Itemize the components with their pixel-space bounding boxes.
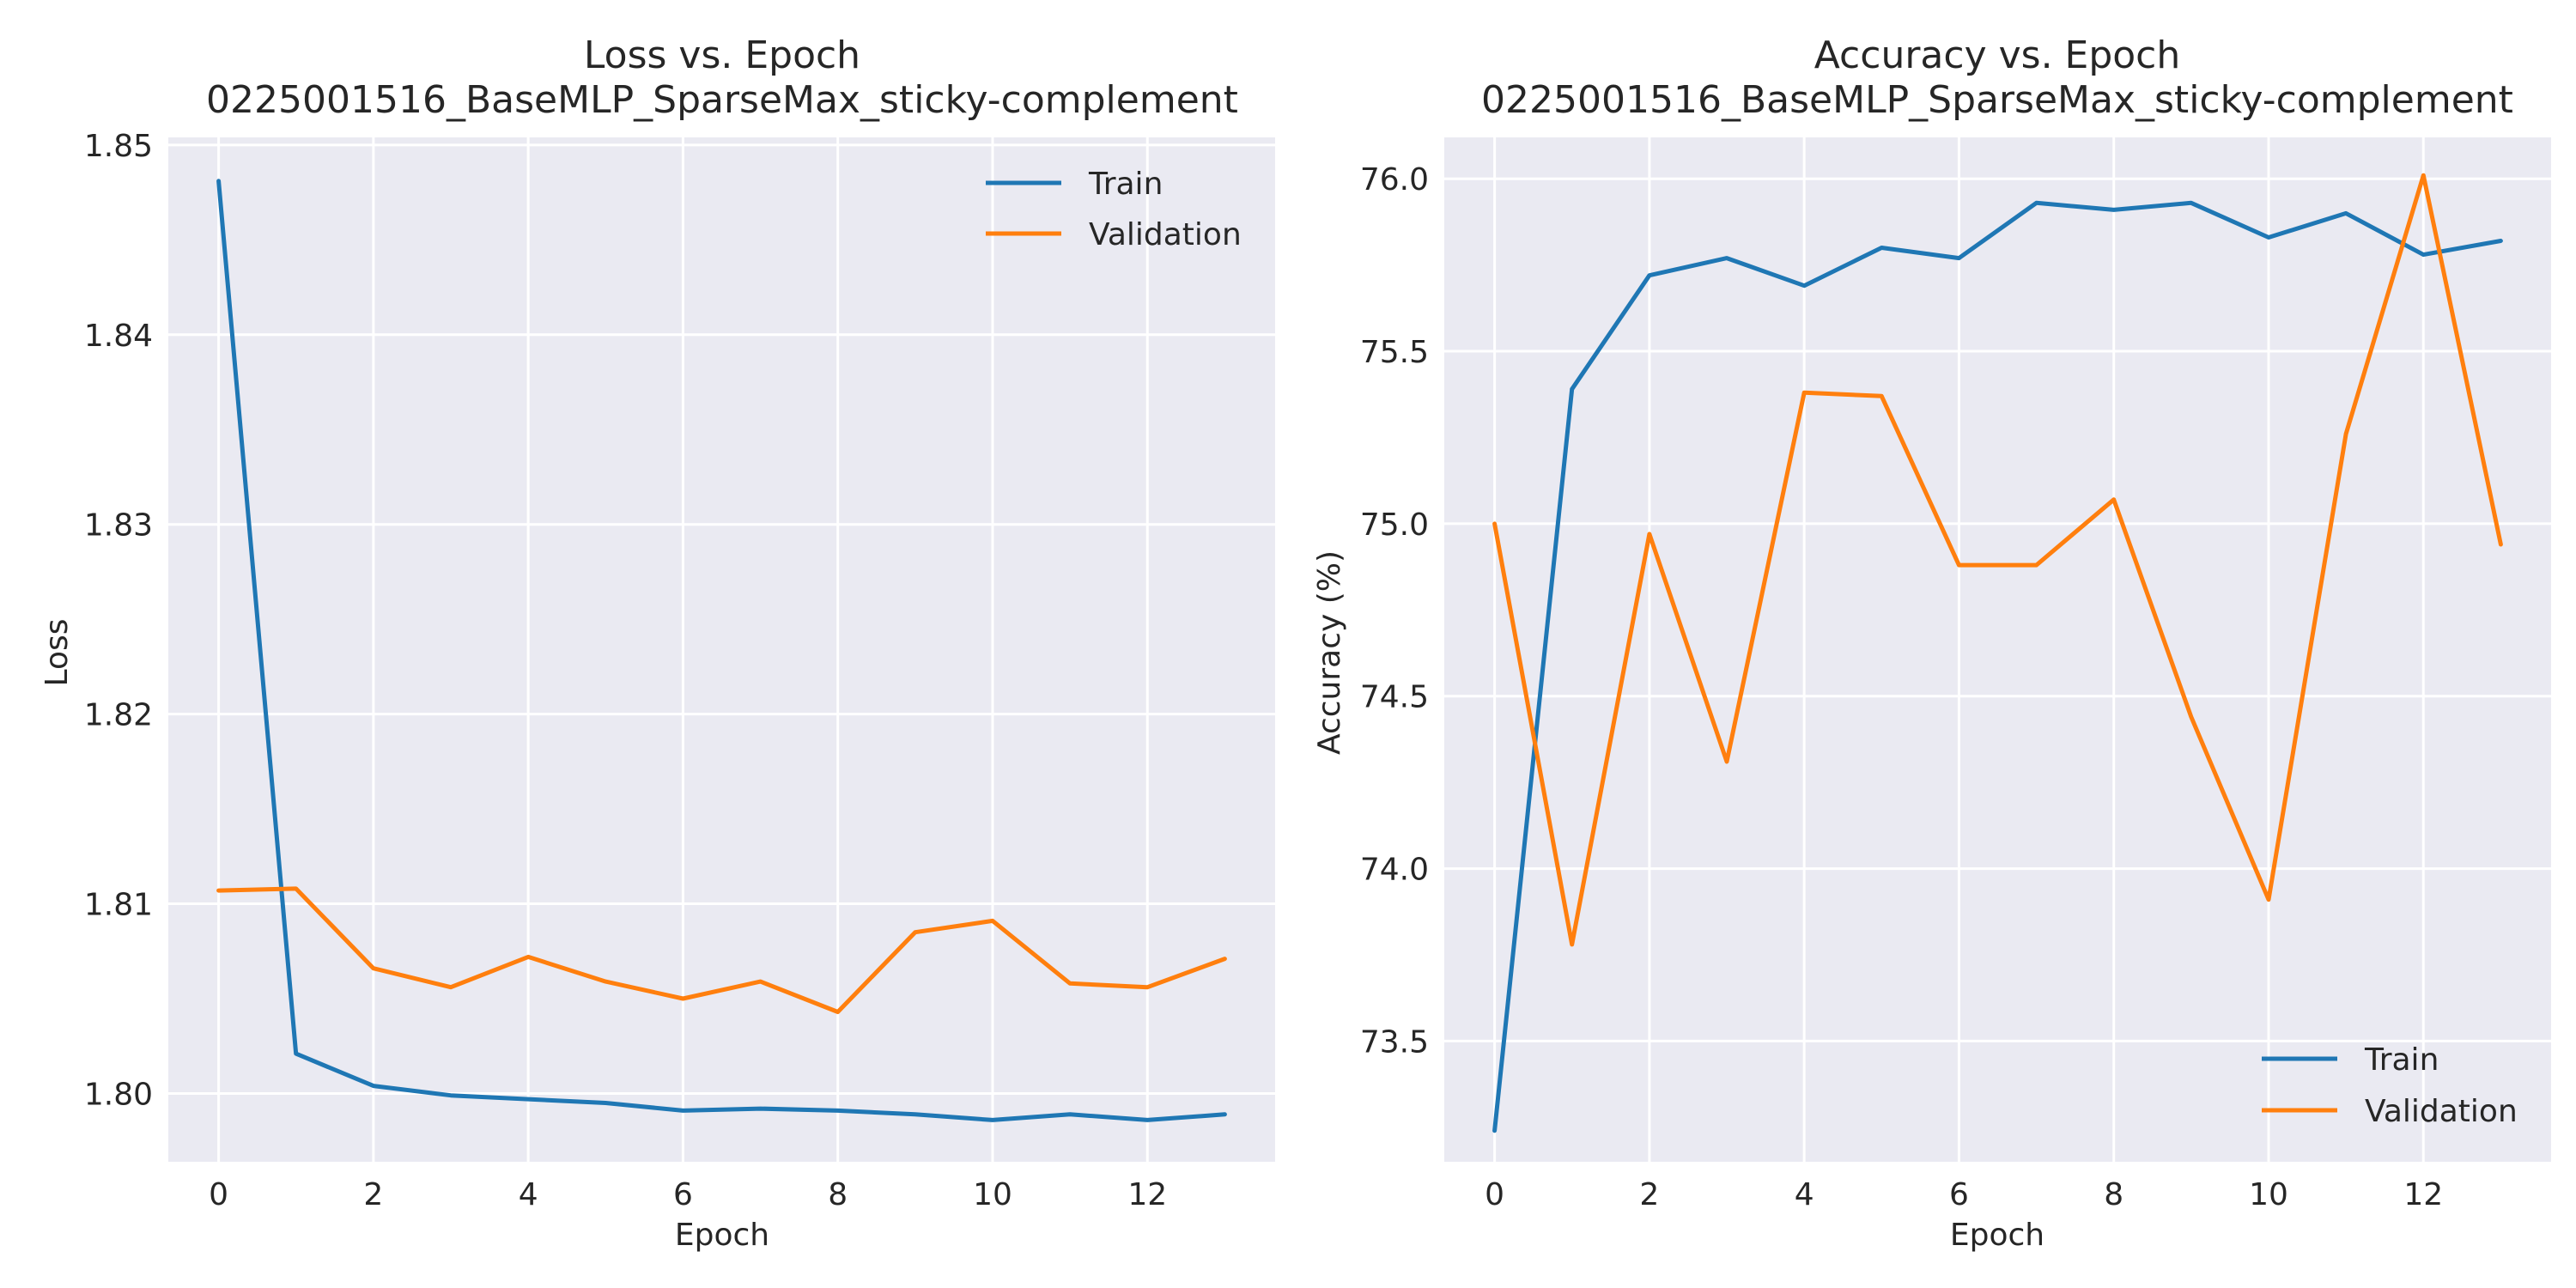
x-tick-label: 6 (1949, 1177, 1969, 1212)
y-tick-label: 73.5 (1360, 1024, 1429, 1060)
accuracy-y-ticks: 73.5 74.0 74.5 75.0 75.5 76.0 (1360, 162, 1429, 1060)
x-tick-label: 0 (209, 1177, 228, 1212)
accuracy-legend-validation-label: Validation (2365, 1094, 2518, 1129)
y-tick-label: 75.0 (1360, 507, 1429, 543)
accuracy-y-axis-label: Accuracy (%) (1312, 550, 1347, 755)
accuracy-grid (1444, 137, 2551, 1162)
accuracy-validation-line (1492, 173, 2503, 947)
x-tick-label: 8 (2104, 1177, 2123, 1212)
loss-y-axis-label: Loss (39, 619, 75, 687)
loss-legend: Train Validation (986, 167, 1242, 252)
accuracy-legend: Train Validation (2262, 1042, 2518, 1129)
x-tick-label: 2 (1639, 1177, 1659, 1212)
x-tick-label: 4 (519, 1177, 538, 1212)
y-tick-label: 1.81 (84, 888, 153, 923)
y-tick-label: 74.5 (1360, 680, 1429, 715)
x-tick-label: 12 (2403, 1177, 2443, 1212)
accuracy-chart-title: Accuracy vs. Epoch (1814, 33, 2181, 77)
loss-x-axis-label: Epoch (675, 1218, 769, 1253)
loss-chart: Loss vs. Epoch 0225001516_BaseMLP_Sparse… (39, 33, 1275, 1253)
loss-grid (168, 137, 1275, 1162)
loss-validation-line (216, 886, 1227, 1014)
y-tick-label: 74.0 (1360, 853, 1429, 888)
accuracy-plot-area (1444, 137, 2551, 1162)
accuracy-chart-subtitle: 0225001516_BaseMLP_SparseMax_sticky-comp… (1481, 78, 2513, 122)
loss-chart-title: Loss vs. Epoch (584, 33, 860, 77)
y-tick-label: 1.84 (84, 319, 153, 354)
y-tick-label: 76.0 (1360, 162, 1429, 197)
loss-legend-validation-label: Validation (1089, 217, 1242, 252)
x-tick-label: 12 (1127, 1177, 1167, 1212)
accuracy-x-ticks: 0 2 4 6 8 10 12 (1485, 1177, 2443, 1212)
x-tick-label: 6 (673, 1177, 693, 1212)
loss-plot-area (168, 137, 1275, 1162)
loss-y-ticks: 1.80 1.81 1.82 1.83 1.84 1.85 (84, 129, 153, 1113)
x-tick-label: 8 (828, 1177, 848, 1212)
y-tick-label: 1.83 (84, 508, 153, 544)
x-tick-label: 10 (2249, 1177, 2288, 1212)
y-tick-label: 75.5 (1360, 335, 1429, 370)
loss-chart-subtitle: 0225001516_BaseMLP_SparseMax_sticky-comp… (206, 78, 1238, 122)
accuracy-chart: Accuracy vs. Epoch 0225001516_BaseMLP_Sp… (1312, 33, 2551, 1253)
loss-x-ticks: 0 2 4 6 8 10 12 (209, 1177, 1167, 1212)
y-tick-label: 1.82 (84, 698, 153, 733)
loss-train-line (216, 179, 1227, 1122)
accuracy-series (1492, 173, 2503, 1133)
y-tick-label: 1.85 (84, 129, 153, 164)
accuracy-train-line (1492, 200, 2503, 1133)
x-tick-label: 4 (1795, 1177, 1814, 1212)
x-tick-label: 2 (363, 1177, 383, 1212)
x-tick-label: 0 (1485, 1177, 1504, 1212)
x-tick-label: 10 (973, 1177, 1012, 1212)
y-tick-label: 1.80 (84, 1077, 153, 1112)
loss-legend-train-label: Train (1088, 167, 1163, 202)
loss-series (216, 179, 1227, 1122)
accuracy-x-axis-label: Epoch (1950, 1218, 2044, 1253)
accuracy-legend-train-label: Train (2364, 1042, 2439, 1078)
